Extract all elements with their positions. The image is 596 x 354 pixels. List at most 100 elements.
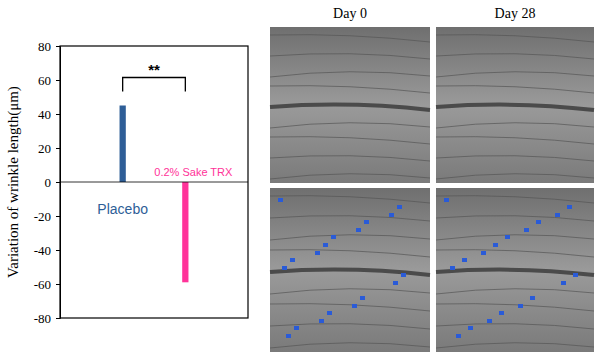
zero-line — [60, 182, 248, 183]
wrinkle-line — [270, 35, 430, 42]
detected-wrinkle — [518, 304, 523, 308]
wrinkle-line — [270, 216, 430, 221]
detected-wrinkle — [286, 334, 291, 338]
wrinkle-line — [270, 324, 430, 329]
skin-image — [436, 27, 594, 183]
wrinkle-line — [270, 289, 430, 294]
image-background — [270, 27, 430, 183]
wrinkle-line — [436, 105, 594, 110]
wrinkle-line — [436, 72, 594, 77]
category-label: 0.2% Sake TRX — [154, 166, 233, 178]
image-background — [436, 27, 594, 183]
image-background — [270, 188, 430, 352]
detected-wrinkle — [323, 243, 328, 247]
detected-wrinkle — [290, 258, 295, 262]
wrinkle-line — [436, 270, 594, 275]
wrinkle-line — [436, 216, 594, 221]
bar — [182, 182, 188, 282]
detected-wrinkle — [505, 235, 510, 239]
tick-mark — [56, 216, 60, 217]
wrinkle-line — [436, 304, 594, 311]
detected-wrinkle — [282, 266, 287, 270]
detected-wrinkle — [499, 311, 504, 315]
wrinkle-line — [270, 105, 430, 110]
wrinkle-line — [270, 54, 430, 59]
significance-label: ** — [148, 61, 160, 78]
significance-bracket — [123, 78, 186, 92]
wrinkle-line — [270, 343, 430, 348]
column-title: Day 28 — [495, 6, 536, 21]
image-background — [436, 188, 594, 352]
detected-wrinkle — [573, 273, 578, 277]
detected-wrinkle — [352, 304, 357, 308]
tick-mark — [56, 318, 60, 319]
column-title: Day 0 — [333, 6, 367, 21]
wrinkle-line — [436, 86, 594, 93]
detected-wrinkle — [530, 296, 535, 300]
wrinkle-line — [436, 137, 594, 144]
tick: 0 — [45, 175, 61, 190]
detected-wrinkle — [493, 243, 498, 247]
detected-wrinkle — [524, 228, 529, 232]
detected-wrinkle — [364, 220, 369, 224]
tick: -80 — [34, 311, 60, 326]
tick: -60 — [34, 277, 60, 292]
wrinkle-line — [436, 289, 594, 294]
detected-wrinkle — [536, 220, 541, 224]
tick-mark — [56, 46, 60, 47]
skin-image — [436, 188, 594, 352]
detected-wrinkle — [278, 198, 283, 202]
y-axis-line — [56, 47, 61, 319]
detected-wrinkle — [389, 213, 394, 217]
detected-wrinkle — [360, 296, 365, 300]
wrinkle-line — [270, 174, 430, 179]
bars — [120, 106, 189, 283]
tick: 60 — [38, 73, 60, 88]
wrinkle-line — [436, 123, 594, 128]
wrinkle-line — [270, 123, 430, 128]
wrinkle-line — [436, 235, 594, 240]
wrinkle-line — [436, 343, 594, 348]
figure: -80 -60 -40 -20 0 20 40 60 80 Variation of wrinkl… — [0, 0, 596, 354]
tick: -20 — [34, 209, 60, 224]
wrinkle-line — [270, 304, 430, 311]
wrinkle-line — [270, 137, 430, 144]
wrinkle-line — [436, 196, 594, 203]
detected-wrinkle — [294, 326, 299, 330]
y-axis-title: Variation of wrinkle length(μm) — [5, 86, 22, 278]
wrinkle-line — [270, 86, 430, 93]
tick-label: 0 — [45, 175, 52, 190]
wrinkle-line — [270, 235, 430, 240]
tick-mark — [56, 114, 60, 115]
tick-label: 60 — [38, 73, 51, 88]
wrinkle-line — [436, 156, 594, 161]
detected-wrinkle — [401, 273, 406, 277]
detected-wrinkle — [555, 213, 560, 217]
wrinkle-line — [436, 324, 594, 329]
skin-image — [270, 188, 430, 352]
tick-mark — [56, 250, 60, 251]
tick-mark — [56, 80, 60, 81]
detected-wrinkle — [315, 251, 320, 255]
detected-wrinkle — [561, 281, 566, 285]
tick: -40 — [34, 243, 60, 258]
tick-mark — [56, 182, 60, 183]
tick: 40 — [38, 107, 60, 122]
wrinkle-line — [436, 54, 594, 59]
tick: 80 — [38, 39, 60, 54]
skin-image — [270, 27, 430, 183]
tick-mark — [56, 284, 60, 285]
detected-wrinkle — [462, 258, 467, 262]
tick-label: -80 — [34, 311, 51, 326]
detected-wrinkle — [327, 311, 332, 315]
tick-mark — [56, 148, 60, 149]
detected-wrinkle — [393, 281, 398, 285]
category-label: Placebo — [97, 201, 148, 217]
wrinkle-line — [436, 250, 594, 257]
tick-label: -40 — [34, 243, 51, 258]
wrinkle-line — [270, 250, 430, 257]
detected-wrinkle — [444, 198, 449, 202]
detected-wrinkle — [481, 251, 486, 255]
tick-label: 20 — [38, 141, 51, 156]
wrinkle-line — [270, 72, 430, 77]
